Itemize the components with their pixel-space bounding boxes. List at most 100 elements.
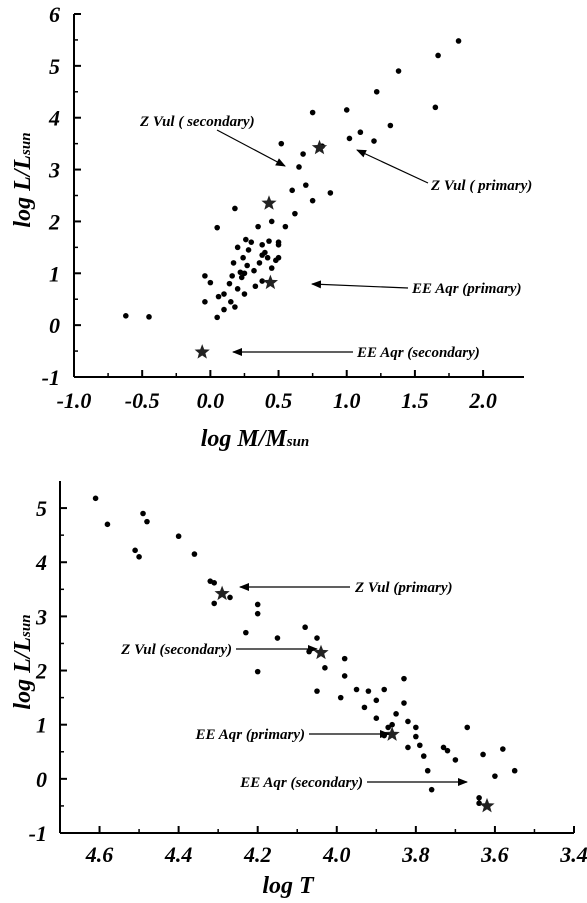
y-tick-label: -1 [29, 821, 47, 846]
data-point [337, 694, 344, 701]
annotation-label: EE Aqr (secondary) [239, 775, 363, 791]
data-point [327, 190, 334, 196]
data-point [309, 197, 316, 204]
data-point [234, 244, 241, 251]
y-tick-label: 2 [48, 209, 60, 234]
data-point [417, 742, 423, 749]
data-point [254, 610, 261, 617]
data-point [278, 140, 285, 147]
data-point [289, 187, 295, 194]
star-point [214, 585, 230, 601]
data-point [227, 594, 233, 601]
annotation-label: Z Vul ( secondary) [139, 114, 255, 130]
data-point [232, 304, 238, 310]
data-point [240, 254, 246, 261]
annotation-label: EE Aqr (secondary) [356, 345, 480, 361]
y-tick-label: 4 [48, 106, 60, 131]
x-axis-title: log M/Msun [201, 426, 310, 452]
data-point [259, 241, 265, 248]
annotation-label: Z Vul ( primary) [430, 178, 532, 194]
data-point [255, 223, 261, 230]
annotation-label: Z Vul (primary) [354, 580, 453, 596]
annotation-arrow [216, 129, 286, 167]
temperature-luminosity-panel: -1 0 1 2 3 4 5 4.6 4.4 4.2 4.0 3.8 3.6 3.4 log T log L/… [10, 481, 587, 899]
y-axis-title: log L/Lsun [10, 132, 36, 227]
data-point [302, 624, 308, 631]
data-point [221, 306, 227, 313]
data-point [371, 138, 377, 144]
data-point [314, 688, 320, 694]
data-point [241, 291, 248, 297]
data-point [243, 629, 249, 636]
x-tick-label: 3.6 [480, 842, 509, 867]
data-point [464, 724, 471, 731]
star-point [262, 274, 278, 290]
y-tick-label: 2 [35, 659, 47, 684]
data-point [221, 291, 227, 297]
data-point [435, 52, 441, 59]
data-point [262, 249, 268, 256]
x-axis-title: log T [262, 873, 315, 899]
data-point [230, 260, 237, 266]
data-point [238, 274, 245, 281]
data-point [214, 314, 220, 321]
data-point [381, 686, 388, 693]
x-tick-label: 1.0 [333, 388, 361, 413]
data-point [282, 223, 289, 230]
data-point [341, 673, 348, 679]
star-point [194, 344, 210, 359]
star-point [261, 195, 277, 210]
data-point [511, 767, 518, 774]
data-point [405, 718, 411, 725]
data-point [252, 283, 259, 290]
data-point [274, 635, 281, 641]
data-point [361, 704, 368, 711]
data-point [211, 580, 217, 586]
annotation-label: Z Vul (secondary) [120, 642, 232, 658]
star-point [311, 139, 328, 155]
data-point [373, 715, 380, 721]
data-point [420, 753, 427, 759]
x-tick-label: 0.5 [265, 388, 293, 413]
star-point [384, 726, 400, 741]
data-point [226, 280, 233, 287]
x-tick-label: -1.0 [57, 388, 92, 413]
data-point [264, 254, 271, 261]
data-point [343, 107, 350, 113]
x-tick-label: 2.0 [468, 388, 497, 413]
data-point [365, 688, 372, 694]
y-axis-title-subscript: sun [18, 614, 34, 638]
data-point [480, 751, 486, 758]
data-point [202, 299, 208, 305]
data-point [387, 122, 394, 129]
data-point [214, 224, 220, 231]
data-point [266, 238, 272, 244]
data-point [256, 260, 263, 266]
data-point [244, 262, 250, 269]
data-point [413, 724, 419, 731]
data-point [476, 800, 482, 807]
data-point [248, 239, 255, 245]
data-point [428, 786, 435, 793]
mass-luminosity-panel: -1 0 1 2 3 4 5 6 -1.0 -0.5 0.0 0.5 1.0 1.5 2.0 log M/Ms… [10, 2, 532, 452]
x-tick-label: 3.8 [401, 842, 430, 867]
data-point [300, 151, 306, 157]
data-point [144, 518, 150, 525]
data-point [500, 746, 506, 752]
data-point [241, 270, 248, 277]
data-point [234, 286, 241, 292]
annotation-label: EE Aqr (primary) [411, 281, 521, 297]
star-point [313, 644, 329, 660]
data-point [254, 601, 261, 608]
data-point [385, 724, 391, 731]
data-point [444, 747, 451, 754]
data-point [275, 239, 282, 245]
data-point [303, 182, 309, 188]
data-point [401, 675, 407, 682]
data-point [254, 668, 261, 675]
data-point [211, 600, 217, 607]
data-point [232, 205, 238, 212]
data-point [191, 551, 198, 557]
data-point [309, 109, 316, 116]
